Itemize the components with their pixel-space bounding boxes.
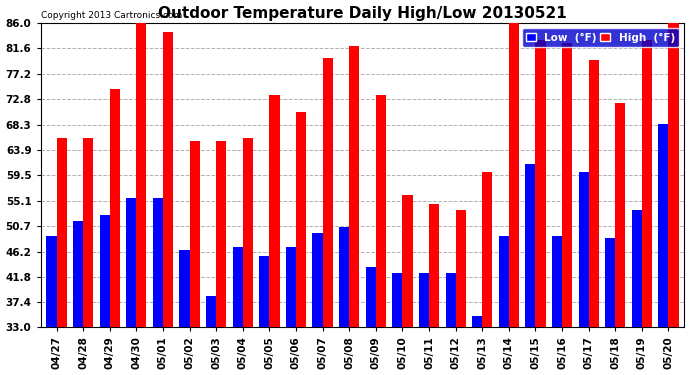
Bar — [339, 227, 349, 327]
Bar — [126, 198, 137, 327]
Text: Copyright 2013 Cartronics.com: Copyright 2013 Cartronics.com — [41, 11, 182, 20]
Bar — [83, 138, 93, 327]
Bar — [482, 172, 493, 327]
Bar — [589, 60, 599, 327]
Bar — [286, 247, 296, 327]
Bar — [605, 238, 615, 327]
Bar — [472, 316, 482, 327]
Bar — [615, 104, 625, 327]
Bar — [313, 232, 323, 327]
Bar — [419, 273, 429, 327]
Bar — [562, 43, 572, 327]
Bar — [393, 273, 402, 327]
Bar — [153, 198, 163, 327]
Bar — [402, 195, 413, 327]
Bar — [46, 236, 57, 327]
Bar — [110, 89, 120, 327]
Bar — [216, 141, 226, 327]
Bar — [57, 138, 67, 327]
Bar — [632, 210, 642, 327]
Bar — [269, 95, 279, 327]
Bar — [206, 296, 216, 327]
Bar — [535, 40, 546, 327]
Bar — [190, 141, 199, 327]
Bar — [376, 95, 386, 327]
Bar — [499, 236, 509, 327]
Bar — [658, 124, 669, 327]
Bar — [163, 32, 173, 327]
Bar — [366, 267, 376, 327]
Bar — [243, 138, 253, 327]
Title: Outdoor Temperature Daily High/Low 20130521: Outdoor Temperature Daily High/Low 20130… — [158, 6, 567, 21]
Bar — [669, 23, 678, 327]
Bar — [179, 250, 190, 327]
Bar — [525, 164, 535, 327]
Bar — [233, 247, 243, 327]
Bar — [73, 221, 83, 327]
Bar — [509, 23, 519, 327]
Bar — [578, 172, 589, 327]
Bar — [137, 23, 146, 327]
Bar — [296, 112, 306, 327]
Bar — [552, 236, 562, 327]
Bar — [642, 40, 652, 327]
Bar — [429, 204, 439, 327]
Bar — [446, 273, 455, 327]
Bar — [349, 46, 359, 327]
Legend: Low  (°F), High  (°F): Low (°F), High (°F) — [522, 28, 679, 47]
Bar — [259, 256, 269, 327]
Bar — [99, 216, 110, 327]
Bar — [455, 210, 466, 327]
Bar — [323, 57, 333, 327]
